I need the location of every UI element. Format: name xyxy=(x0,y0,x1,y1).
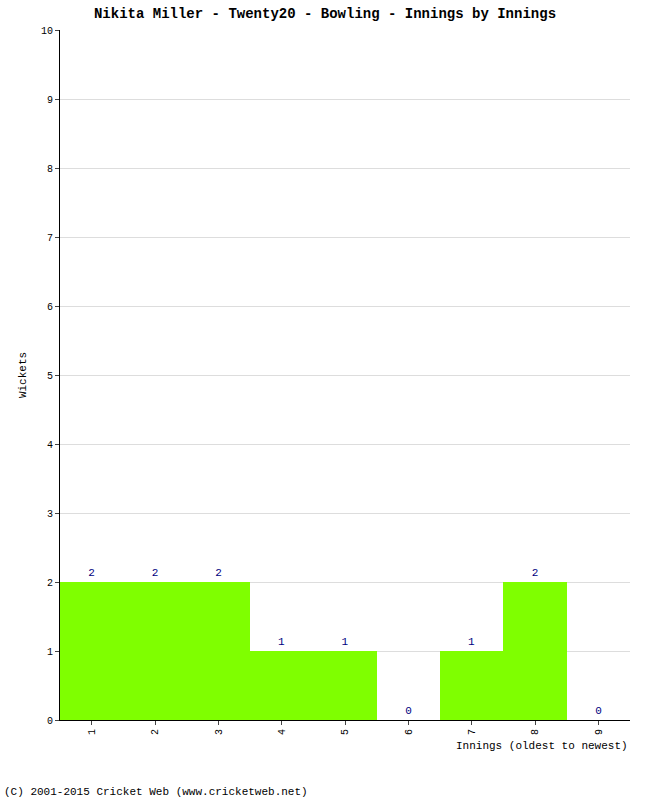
svg-text:4: 4 xyxy=(47,440,53,451)
svg-text:7: 7 xyxy=(467,729,478,735)
svg-text:3: 3 xyxy=(214,729,225,735)
svg-text:2: 2 xyxy=(88,567,95,579)
svg-text:2: 2 xyxy=(532,567,539,579)
svg-text:2: 2 xyxy=(215,567,222,579)
svg-text:Innings (oldest to newest): Innings (oldest to newest) xyxy=(456,740,628,752)
svg-text:2: 2 xyxy=(150,729,161,735)
svg-text:1: 1 xyxy=(278,636,285,648)
svg-text:0: 0 xyxy=(405,705,412,717)
svg-text:4: 4 xyxy=(277,729,288,735)
svg-text:1: 1 xyxy=(87,729,98,735)
svg-text:6: 6 xyxy=(47,302,53,313)
svg-text:2: 2 xyxy=(47,578,53,589)
svg-text:10: 10 xyxy=(41,26,53,37)
svg-text:9: 9 xyxy=(594,729,605,735)
svg-text:Nikita Miller - Twenty20 - Bow: Nikita Miller - Twenty20 - Bowling - Inn… xyxy=(94,6,556,22)
svg-text:8: 8 xyxy=(47,164,53,175)
svg-text:1: 1 xyxy=(342,636,349,648)
svg-text:7: 7 xyxy=(47,233,53,244)
svg-text:1: 1 xyxy=(468,636,475,648)
svg-text:0: 0 xyxy=(595,705,602,717)
svg-text:2: 2 xyxy=(152,567,159,579)
svg-text:Wickets: Wickets xyxy=(17,352,29,398)
svg-text:3: 3 xyxy=(47,509,53,520)
svg-text:0: 0 xyxy=(47,716,53,727)
svg-text:(C) 2001-2015 Cricket Web (www: (C) 2001-2015 Cricket Web (www.cricketwe… xyxy=(4,786,308,798)
svg-text:5: 5 xyxy=(340,729,351,735)
svg-text:6: 6 xyxy=(404,729,415,735)
svg-text:5: 5 xyxy=(47,371,53,382)
svg-text:1: 1 xyxy=(47,647,53,658)
svg-text:9: 9 xyxy=(47,95,53,106)
svg-text:8: 8 xyxy=(530,729,541,735)
